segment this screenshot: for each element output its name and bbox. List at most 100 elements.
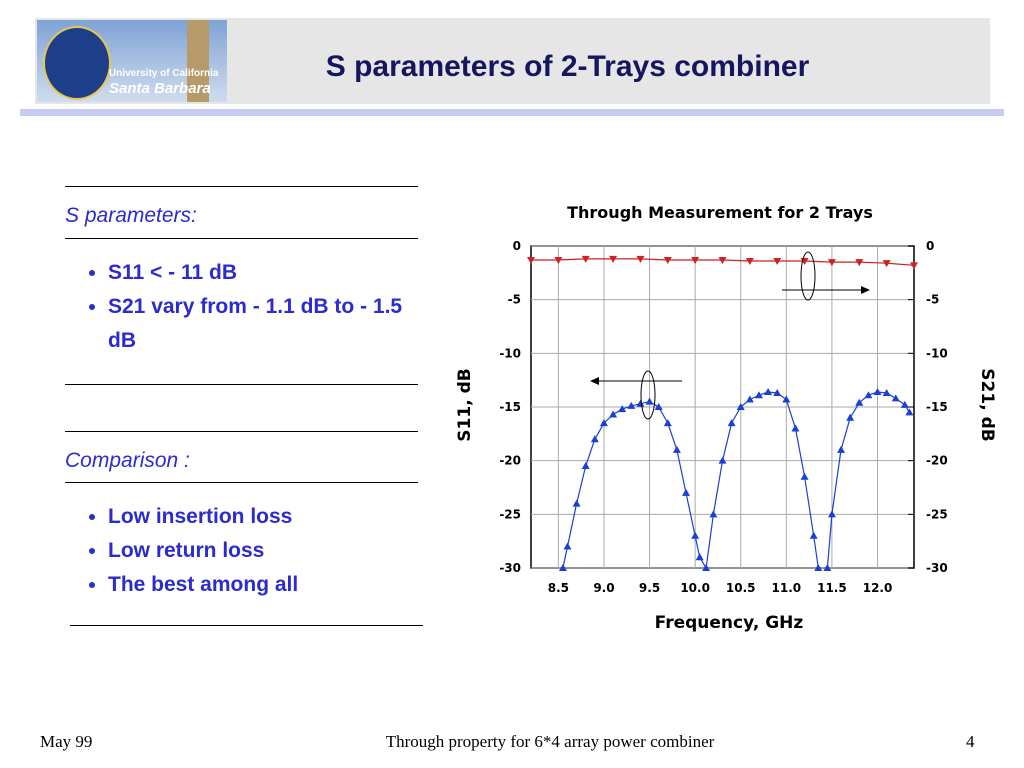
marker <box>855 259 864 267</box>
bullet-list: S11 < - 11 dB S21 vary from - 1.1 dB to … <box>80 256 428 358</box>
marker <box>910 262 918 270</box>
marker <box>581 255 590 263</box>
marker <box>745 258 754 266</box>
x-tick-label: 8.5 <box>548 581 569 595</box>
bullet: The best among all <box>108 568 428 602</box>
y-tick-label: 0 <box>513 239 521 253</box>
bullet-list: Low insertion loss Low return loss The b… <box>80 500 428 602</box>
bullet: Low insertion loss <box>108 500 428 534</box>
marker <box>905 408 914 416</box>
y-tick-label: -10 <box>499 346 521 360</box>
marker <box>572 499 581 507</box>
marker <box>609 255 618 263</box>
bullet: S21 vary from - 1.1 dB to - 1.5 dB <box>108 290 428 358</box>
marker <box>800 472 809 480</box>
x-tick-label: 9.0 <box>593 581 614 595</box>
x-tick-label: 10.5 <box>726 581 756 595</box>
marker <box>645 397 654 405</box>
marker <box>823 564 832 571</box>
marker <box>663 256 672 264</box>
logo-tower <box>187 20 209 102</box>
y-tick-label: -15 <box>499 400 521 414</box>
x-tick-label: 11.5 <box>817 581 847 595</box>
marker <box>773 258 782 266</box>
y2-tick-label: 0 <box>926 239 934 253</box>
marker <box>627 401 636 409</box>
y2-tick-label: -15 <box>926 400 948 414</box>
bullet: S11 < - 11 dB <box>108 256 428 290</box>
marker <box>809 531 818 539</box>
footer-right: 4 <box>966 732 975 751</box>
y2-tick-label: -30 <box>926 561 948 575</box>
marker <box>636 255 645 263</box>
marker <box>764 387 773 395</box>
x-tick-label: 11.0 <box>772 581 802 595</box>
x-tick-label: 9.5 <box>639 581 660 595</box>
marker <box>727 419 736 427</box>
header-rule <box>20 109 1004 116</box>
y-tick-label: -5 <box>508 293 521 307</box>
x-tick-label: 12.0 <box>863 581 893 595</box>
marker <box>702 564 711 571</box>
marker <box>782 395 791 403</box>
marker <box>718 456 727 464</box>
y2-tick-label: -25 <box>926 507 948 521</box>
marker <box>754 391 763 399</box>
rule <box>65 384 418 385</box>
logo: University of California Santa Barbara <box>37 20 227 102</box>
marker <box>846 413 855 421</box>
y2-tick-label: -5 <box>926 293 939 307</box>
series-line <box>562 391 910 570</box>
rule <box>65 431 418 432</box>
logo-line-2: Santa Barbara <box>109 80 211 97</box>
marker <box>636 399 645 407</box>
marker <box>563 542 572 550</box>
marker <box>882 260 891 268</box>
chart-title: Through Measurement for 2 Trays <box>567 203 873 222</box>
bullet: Low return loss <box>108 534 428 568</box>
footer-center: Through property for 6*4 array power com… <box>385 732 715 751</box>
marker <box>873 387 882 395</box>
marker <box>736 403 745 410</box>
marker <box>691 256 700 264</box>
annotation-ellipse <box>640 370 656 420</box>
rule <box>65 238 418 239</box>
marker <box>827 259 836 267</box>
marker <box>837 445 846 453</box>
marker <box>558 564 567 571</box>
y-tick-label: -30 <box>499 561 521 575</box>
marker <box>814 564 823 571</box>
marker <box>745 395 754 403</box>
marker <box>599 419 608 427</box>
section-heading: S parameters: <box>65 204 197 227</box>
marker <box>654 403 663 410</box>
chart: Through Measurement for 2 Trays Frequenc… <box>455 203 997 633</box>
rule <box>65 186 418 187</box>
annotation-arrowhead <box>590 377 599 385</box>
annotation-arrowhead <box>861 286 870 294</box>
marker <box>590 435 599 443</box>
marker <box>827 510 836 518</box>
marker <box>864 391 873 399</box>
marker <box>855 398 864 406</box>
y-tick-label: -25 <box>499 507 521 521</box>
footer-left: May 99 <box>40 732 93 751</box>
plot-area: 8.5 9.0 9.5 10.0 10.5 11.0 11.5 12.0 0 -5 -10 -15 -2… <box>499 239 947 595</box>
rule <box>70 625 423 626</box>
logo-line-1: University of California <box>109 68 219 79</box>
marker <box>609 410 618 418</box>
marker <box>672 445 681 453</box>
marker <box>618 405 627 413</box>
y-axis-label: S11, dB <box>455 368 475 441</box>
marker <box>554 256 563 264</box>
x-tick-label: 10.0 <box>680 581 710 595</box>
marker <box>900 400 909 408</box>
marker <box>891 394 900 402</box>
marker <box>581 462 590 470</box>
marker <box>682 488 691 496</box>
marker <box>882 389 891 397</box>
rule <box>65 482 418 483</box>
y-tick-label: -20 <box>499 454 521 468</box>
y2-tick-label: -10 <box>926 346 948 360</box>
